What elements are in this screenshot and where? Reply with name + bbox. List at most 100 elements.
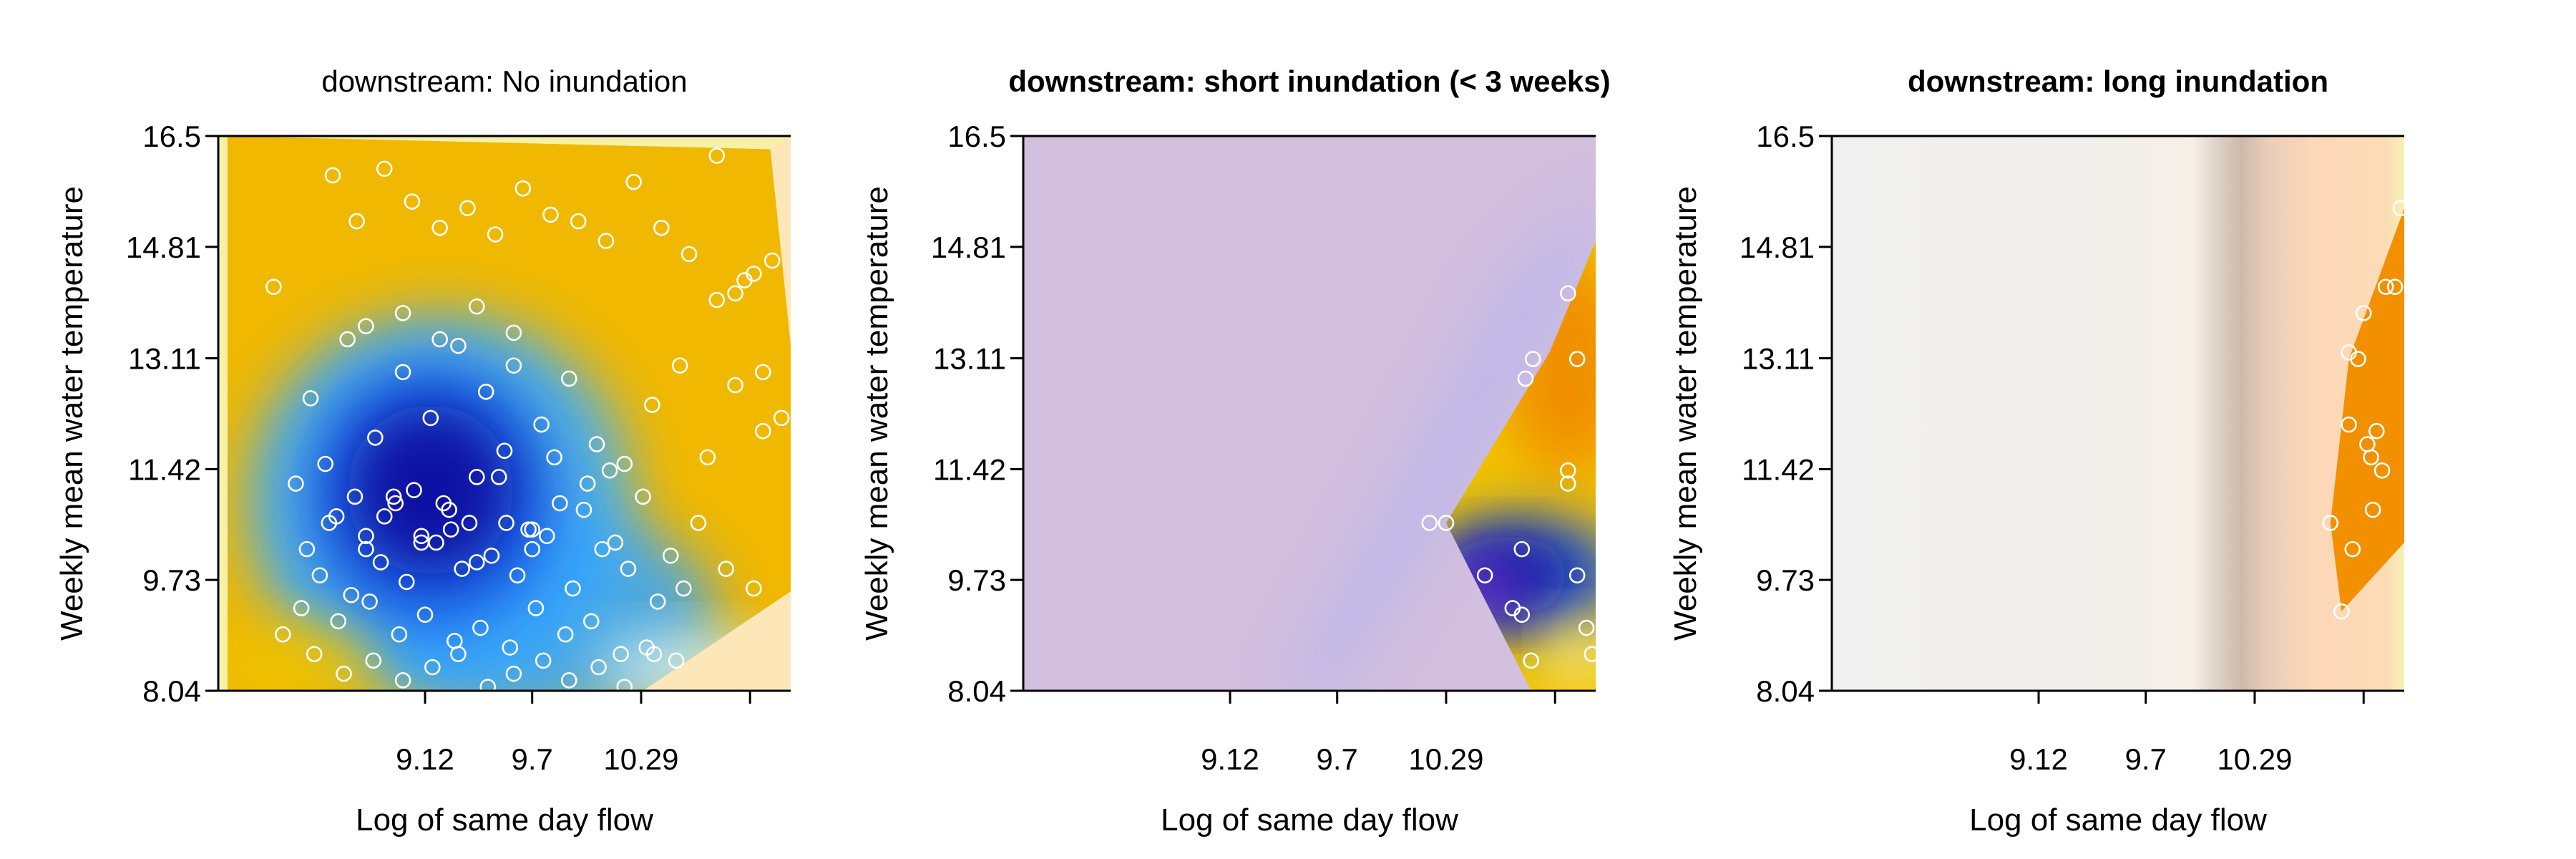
data-point <box>535 652 552 669</box>
data-point <box>339 331 356 348</box>
data-point <box>398 573 415 591</box>
plot-area <box>1832 136 2404 691</box>
x-tick-label: 9.7 <box>512 742 553 776</box>
data-point <box>468 469 485 485</box>
data-point <box>306 646 323 662</box>
data-point <box>435 495 452 512</box>
data-point <box>533 416 550 433</box>
data-point <box>570 213 587 230</box>
data-point <box>2341 344 2357 361</box>
data-point <box>601 462 618 479</box>
data-point <box>644 397 660 413</box>
panel-no-inundation: 8.04 9.73 11.42 13.11 14.81 16.5 9.12 9.7 10.29 d… <box>54 64 791 838</box>
y-axis-label: Weekly mean water temperature <box>859 186 894 641</box>
x-tick-label: 9.12 <box>2009 742 2068 776</box>
data-point <box>542 206 559 223</box>
data-point <box>2363 449 2379 466</box>
data-point <box>275 626 291 643</box>
data-point <box>2355 305 2372 321</box>
data-point <box>343 586 360 603</box>
data-point <box>502 639 519 656</box>
data-point <box>487 226 504 243</box>
plot-area <box>218 136 791 691</box>
data-point <box>498 515 514 531</box>
data-point <box>763 252 781 269</box>
data-point <box>394 672 411 689</box>
y-tick-label: 16.5 <box>142 120 201 153</box>
data-point <box>424 659 441 676</box>
data-points <box>2322 200 2404 620</box>
data-point <box>520 521 537 538</box>
y-axis-label: Weekly mean water temperature <box>1668 186 1703 641</box>
data-point <box>635 488 651 505</box>
data-point <box>1517 370 1534 387</box>
data-point <box>496 442 513 460</box>
x-axis-label: Log of same day flow <box>1161 802 1458 838</box>
data-point <box>1584 646 1596 662</box>
surface-blob <box>227 628 376 691</box>
data-point <box>265 278 282 295</box>
data-point <box>613 646 629 662</box>
data-point <box>625 173 642 190</box>
surface-hull-group <box>227 136 791 691</box>
x-tick-label: 9.12 <box>1201 742 1259 776</box>
panel-short-inundation: 8.04 9.73 11.42 13.11 14.81 16.5 9.12 9.7 10.29 d… <box>859 64 1611 838</box>
data-point <box>505 324 522 341</box>
data-point <box>561 370 577 387</box>
panel-title: downstream: No inundation <box>321 64 687 98</box>
data-point <box>459 200 476 217</box>
data-point <box>387 495 404 512</box>
data-point <box>385 488 402 505</box>
data-point <box>708 147 726 164</box>
surface-blob <box>347 404 514 576</box>
data-point <box>490 469 507 485</box>
data-point <box>483 547 500 564</box>
x-tick-label: 10.29 <box>603 742 678 776</box>
data-point <box>514 180 532 197</box>
data-point <box>1438 515 1455 531</box>
data-point <box>413 534 430 551</box>
x-tick-label: 9.7 <box>2125 742 2167 776</box>
data-point <box>2364 501 2381 518</box>
data-point <box>416 606 434 623</box>
data-point <box>557 626 574 643</box>
data-point <box>565 580 581 597</box>
x-tick-label: 9.7 <box>1317 742 1358 776</box>
data-point <box>413 528 430 545</box>
data-point <box>324 167 341 184</box>
data-point <box>773 409 790 427</box>
data-point <box>718 560 734 577</box>
data-point <box>298 540 316 558</box>
surface-blob <box>1549 621 1596 687</box>
data-point <box>616 679 633 691</box>
data-point <box>675 580 692 597</box>
data-point <box>552 495 568 512</box>
data-point <box>406 482 422 498</box>
data-point <box>367 430 384 446</box>
data-point <box>649 593 666 610</box>
y-tick-label: 13.11 <box>128 342 201 376</box>
panel-title: downstream: short inundation (< 3 weeks) <box>1008 64 1610 98</box>
data-point <box>597 233 615 249</box>
data-point <box>690 515 707 531</box>
data-point <box>727 285 743 302</box>
data-point <box>1568 351 1586 367</box>
data-point <box>579 475 596 492</box>
data-point <box>2344 540 2361 558</box>
data-point <box>365 652 382 669</box>
data-point <box>358 528 374 545</box>
x-axis-label: Log of same day flow <box>356 802 653 838</box>
data-point <box>645 646 663 662</box>
surface-hull-group <box>2330 208 2404 612</box>
data-point <box>454 560 470 577</box>
y-tick-label: 11.42 <box>1742 452 1815 486</box>
panel-long-inundation: 8.04 9.73 11.42 13.11 14.81 16.5 9.12 9.7 10.29 d… <box>1668 64 2404 838</box>
data-point <box>293 600 310 616</box>
data-point <box>746 580 762 597</box>
data-point <box>358 318 374 334</box>
y-tick-label: 9.73 <box>1756 563 1815 597</box>
data-point <box>394 364 411 381</box>
data-point <box>391 626 408 643</box>
data-point <box>1524 351 1541 367</box>
